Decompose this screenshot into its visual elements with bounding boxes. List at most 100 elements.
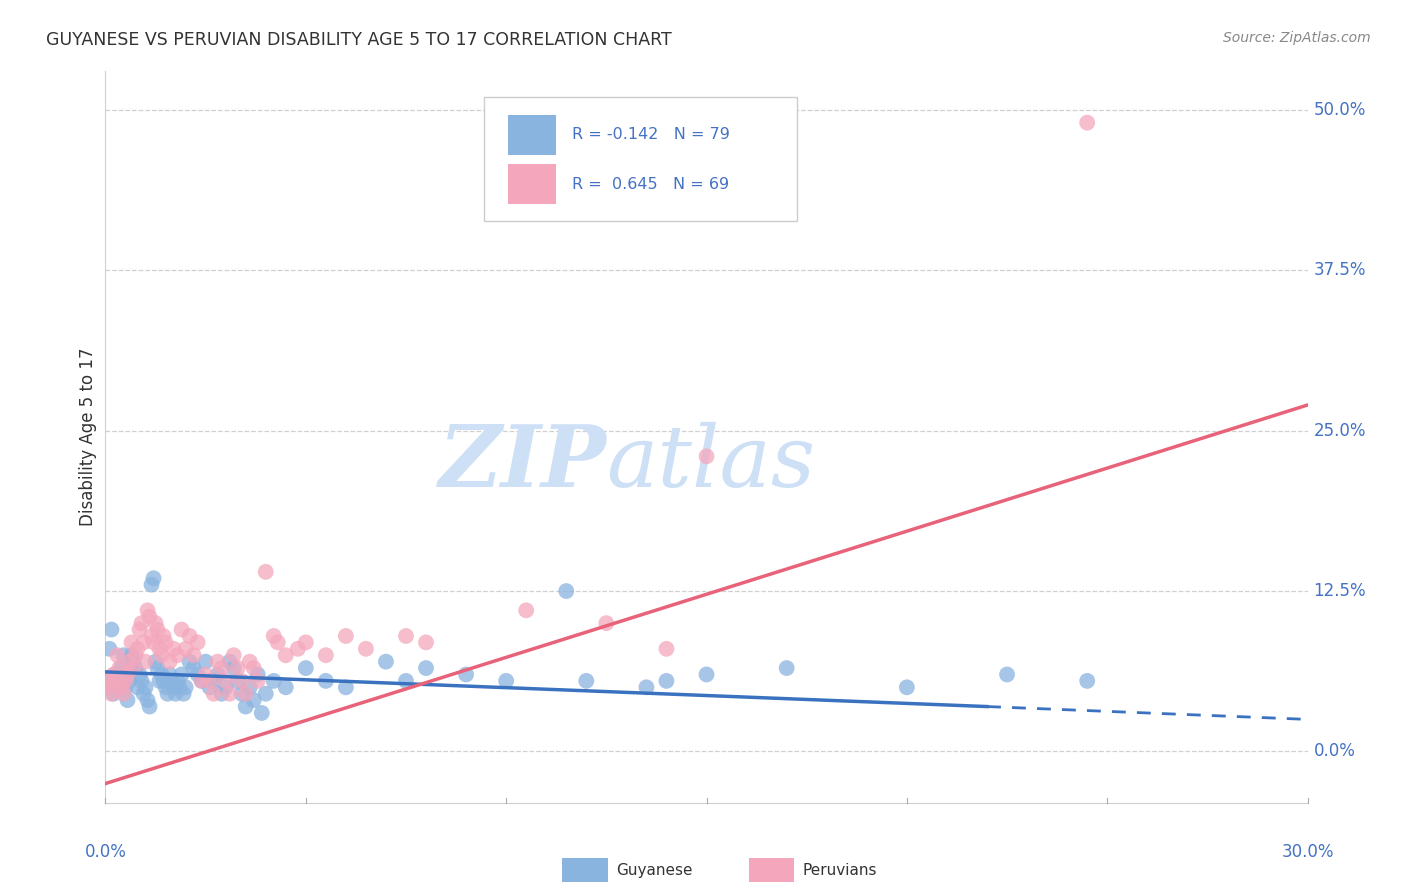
Point [138,699,160,714]
Point [395,629,418,643]
Point [108,661,131,675]
Point [194,655,217,669]
Point [121,635,143,649]
Point [235,699,257,714]
Point [132,687,155,701]
Point [254,687,277,701]
Point [104,667,127,681]
Point [179,655,201,669]
Point [152,629,174,643]
Point [136,693,159,707]
Point [190,673,212,688]
Point [218,655,240,669]
Y-axis label: Disability Age 5 to 17: Disability Age 5 to 17 [79,348,97,526]
Point [335,629,357,643]
Point [187,635,209,649]
Point [274,648,297,663]
Point [148,673,170,688]
Point [226,673,249,688]
Text: 37.5%: 37.5% [1313,261,1367,279]
Point [696,667,718,681]
Text: 50.0%: 50.0% [1313,101,1367,119]
Point [103,667,125,681]
Point [169,681,191,695]
Point [114,673,136,688]
Point [100,687,122,701]
Point [170,623,193,637]
Point [218,687,240,701]
Point [415,661,437,675]
Point [145,616,167,631]
Text: GUYANESE VS PERUVIAN DISABILITY AGE 5 TO 17 CORRELATION CHART: GUYANESE VS PERUVIAN DISABILITY AGE 5 TO… [46,31,672,49]
Point [117,667,139,681]
Point [696,450,718,464]
Point [246,673,269,688]
Point [103,687,125,701]
Point [121,648,143,663]
Point [127,681,149,695]
Point [135,655,157,669]
FancyBboxPatch shape [484,97,797,221]
Text: 30.0%: 30.0% [1281,843,1334,861]
Point [254,565,277,579]
Point [235,687,257,701]
Point [166,648,188,663]
Point [128,667,150,681]
Point [132,635,155,649]
Point [98,641,121,656]
Text: 0.0%: 0.0% [84,843,127,861]
Point [194,667,217,681]
Point [250,706,273,720]
Point [159,667,181,681]
Text: ZIP: ZIP [439,421,606,505]
Point [655,673,678,688]
Point [222,661,245,675]
Point [231,673,253,688]
Point [1076,673,1098,688]
Point [226,661,249,675]
Point [1076,116,1098,130]
Point [131,616,153,631]
Point [456,667,478,681]
Point [165,687,187,701]
Point [142,635,165,649]
Point [166,673,188,688]
Point [263,673,285,688]
Text: 12.5%: 12.5% [1313,582,1367,600]
Point [374,655,396,669]
Point [100,623,122,637]
Point [142,571,165,585]
Point [198,673,221,688]
Point [274,681,297,695]
Point [198,681,221,695]
Point [162,641,184,656]
Point [146,661,169,675]
Point [315,648,337,663]
Point [183,661,205,675]
Point [124,661,146,675]
Point [122,661,145,675]
Point [315,673,337,688]
Point [295,635,318,649]
FancyBboxPatch shape [748,858,794,882]
Point [267,635,290,649]
Point [96,673,118,688]
Point [595,616,617,631]
Text: Guyanese: Guyanese [616,863,693,878]
Point [207,667,229,681]
Point [155,681,177,695]
Point [211,661,233,675]
Point [104,673,127,688]
Point [239,655,262,669]
Point [575,673,598,688]
Point [107,648,129,663]
Point [242,693,264,707]
Point [239,681,262,695]
Point [112,648,135,663]
Text: Peruvians: Peruvians [803,863,877,878]
Point [214,673,236,688]
Point [136,603,159,617]
Point [555,584,578,599]
Point [207,655,229,669]
Point [138,609,160,624]
